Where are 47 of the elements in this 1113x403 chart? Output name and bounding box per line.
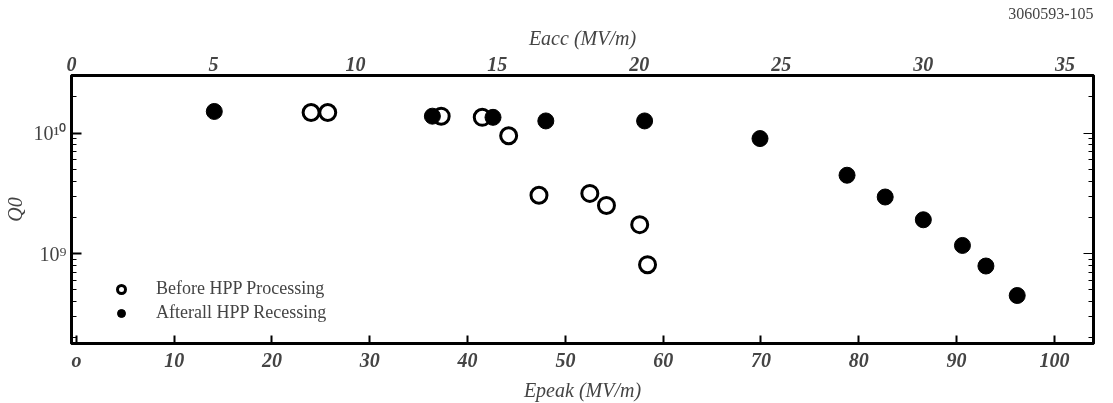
point [596,195,616,215]
point [751,130,769,148]
point [537,112,555,130]
legend-label: Before HPP Processing [156,278,325,299]
point [838,166,856,184]
x-tick-label: 40 [456,348,478,371]
point [205,102,223,120]
y-tick-label: 10¹⁰ [33,122,67,145]
legend-label: Afterall HPP Recessing [156,302,327,323]
text: 3060593-105 [1008,4,1094,22]
x2-tick-label: 0 [66,52,77,75]
y-tick-label: 10⁹ [39,242,67,265]
point [318,103,338,122]
x-tick-label: 70 [750,348,771,371]
x-tick-label: 80 [848,348,869,371]
x2-tick-label: 20 [628,52,650,75]
x-tick-label: 10 [164,348,185,371]
point [876,188,894,206]
x2-tick-label: 25 [770,52,792,75]
x-tick-label: 90 [946,348,967,371]
x2-tick-label: 35 [1054,52,1076,75]
point [638,255,658,275]
x-axis-title: Epeak (MV/m) [522,378,642,402]
y-axis-title: Q0 [3,197,26,222]
point [484,108,502,126]
point [529,185,549,205]
x-tick-label: 30 [358,348,380,371]
x2-tick-label: 30 [912,52,934,75]
x-tick-label: 60 [653,348,674,371]
x2-tick-label: 5 [208,52,219,75]
x-tick-label: 50 [555,348,576,371]
point [953,236,971,254]
x2-axis-title: Eacc (MV/m) [527,26,637,50]
point [301,103,321,122]
x-tick-label: o [71,348,82,371]
point [580,183,600,203]
point [630,215,650,235]
x-tick-label: 20 [260,348,282,371]
x2-tick-label: 10 [345,52,366,75]
point [499,126,519,146]
point [423,107,441,125]
x2-tick-label: 15 [487,52,508,75]
point [977,257,995,275]
x-tick-label: 100 [1039,348,1070,371]
point [914,211,932,229]
point [1008,287,1026,304]
point [636,112,654,130]
